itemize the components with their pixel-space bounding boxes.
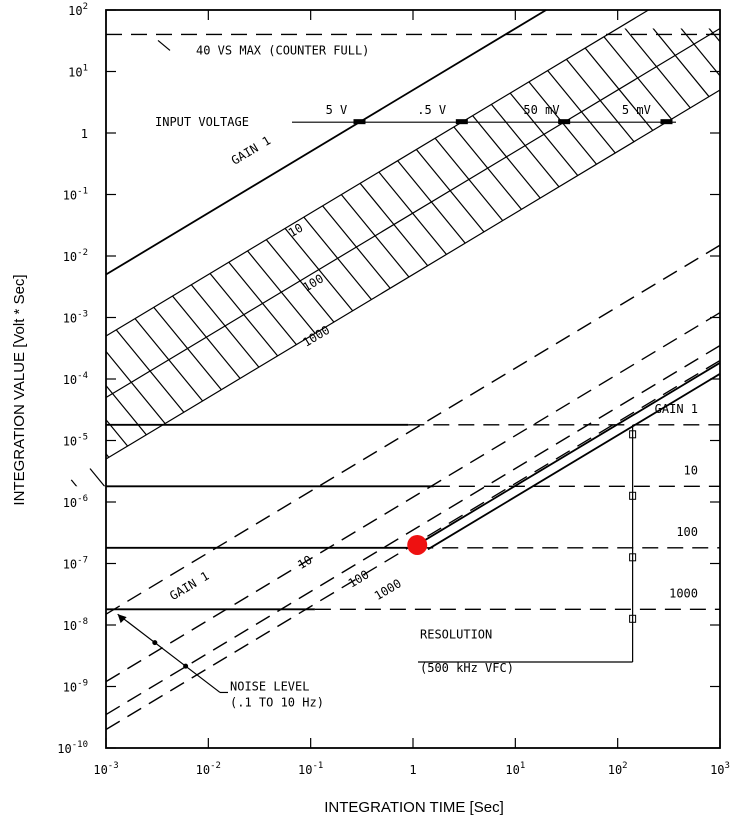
gain-line-upper-1	[105, 9, 649, 337]
hatch-line	[60, 28, 600, 487]
y-tick-label: 10-4	[63, 371, 88, 387]
gain-line-lower-0	[105, 244, 721, 615]
gain-label-lower-2: 100	[346, 567, 372, 590]
gain-line-upper-3	[105, 89, 721, 460]
gain-label-upper-3: 1000	[300, 323, 332, 350]
x-tick-label: 103	[710, 761, 730, 777]
plot-frame	[105, 9, 721, 749]
hatch-line	[609, 28, 720, 487]
max-counter-label: 40 VS MAX (COUNTER FULL)	[196, 43, 369, 57]
hatch-line	[60, 28, 516, 487]
y-tick-label: 10-5	[63, 433, 88, 449]
y-tick-label: 10-8	[63, 617, 88, 633]
resolution-level-label-2: 100	[676, 525, 698, 539]
resolution-sublabel: (500 kHz VFC)	[420, 661, 514, 675]
hatch-line	[665, 28, 720, 487]
gain-label-lower-1: 10	[295, 553, 315, 572]
input-voltage-label: INPUT VOLTAGE	[155, 115, 249, 129]
x-tick-label: 101	[505, 761, 525, 777]
y-tick-label: 10-7	[63, 556, 88, 572]
noise-label: NOISE LEVEL	[230, 679, 309, 693]
noise-dot	[183, 663, 189, 669]
hatch-line	[497, 28, 720, 487]
input-voltage-marker	[455, 119, 468, 125]
hatch-line	[469, 28, 720, 487]
hatch-line	[0, 10, 11, 748]
hatch-line	[441, 28, 720, 487]
input-voltage-marker	[660, 119, 673, 125]
y-axis-title: INTEGRATION VALUE [Volt * Sec]	[11, 274, 28, 505]
hatch-line	[329, 28, 720, 487]
hatch-line	[60, 28, 488, 487]
hatch-line	[60, 28, 460, 487]
input-voltage-item-2: 50 mV	[523, 103, 559, 117]
noise-dot	[152, 640, 158, 646]
max-pointer	[157, 40, 171, 51]
gain-label-upper-2: 100	[300, 271, 326, 294]
resolution-level-label-0: GAIN 1	[655, 402, 698, 416]
y-tick-label: 10-10	[57, 740, 88, 756]
noise-arrowhead	[117, 614, 127, 624]
resolution-level-label-1: 10	[684, 463, 698, 477]
y-tick-label: 101	[68, 64, 88, 80]
x-axis-title: INTEGRATION TIME [Sec]	[324, 799, 503, 816]
input-voltage-item-1: .5 V	[417, 103, 446, 117]
hatch-line	[525, 28, 720, 487]
hatch-line	[301, 28, 720, 487]
hatch-line	[273, 28, 720, 487]
input-voltage-item-3: 5 mV	[622, 103, 651, 117]
gain-line-solid-a	[420, 362, 721, 544]
input-voltage-item-0: 5 V	[326, 103, 348, 117]
chart-labels: 10-3 10-2 10-1 1 101 102 103 102 101 1 10-1 10-2 10-…	[57, 2, 730, 777]
x-tick-label: 1	[409, 763, 416, 777]
y-tick-label: 102	[68, 2, 88, 18]
gain-line-lower-2	[105, 344, 721, 716]
gain-line-lower-1	[105, 312, 721, 683]
x-tick-label: 102	[608, 761, 628, 777]
gain-line-upper-0	[105, 9, 547, 276]
gain-line-upper-2	[105, 27, 721, 399]
hatch-line	[722, 10, 747, 748]
y-tick-label: 10-2	[63, 248, 88, 264]
y-tick-label: 10-6	[63, 494, 88, 510]
highlight-point	[407, 534, 428, 555]
input-voltage-marker	[558, 119, 571, 125]
y-tick-label: 10-1	[63, 187, 88, 203]
hatch-line	[60, 28, 432, 487]
input-voltage-marker	[353, 119, 366, 125]
gain-line-solid-b	[427, 373, 721, 551]
y-tick-label: 10-9	[63, 679, 88, 695]
resolution-label: RESOLUTION	[420, 628, 492, 642]
y-tick-label: 10-3	[63, 310, 88, 326]
resolution-level-label-3: 1000	[669, 586, 698, 600]
chart-lines	[105, 9, 721, 731]
gain-label-upper-0: GAIN 1	[229, 133, 273, 167]
x-tick-label: 10-2	[196, 761, 221, 777]
y-tick-label: 1	[81, 127, 88, 141]
noise-sublabel: (.1 TO 10 Hz)	[230, 695, 324, 709]
noise-arrow	[117, 613, 221, 693]
gain-label-lower-3: 1000	[372, 576, 404, 603]
x-tick-label: 10-3	[93, 761, 118, 777]
x-tick-label: 10-1	[298, 761, 323, 777]
gain-label-upper-1: 10	[286, 221, 306, 240]
